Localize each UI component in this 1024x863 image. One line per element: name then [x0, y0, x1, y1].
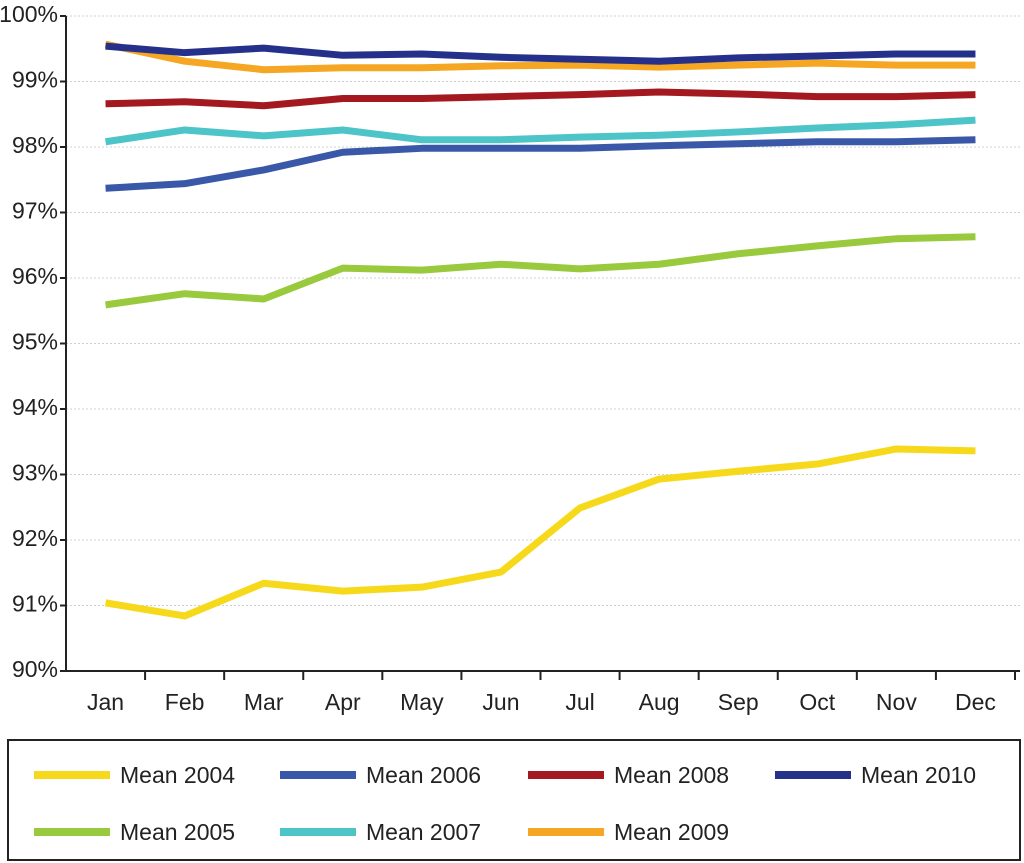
- y-tick-label: 94%: [12, 394, 58, 420]
- x-tick-label: Jul: [565, 689, 594, 715]
- series-line: [104, 445, 976, 620]
- series-line: [105, 42, 976, 65]
- y-tick-label: 97%: [12, 198, 58, 224]
- x-tick-label: Aug: [639, 689, 680, 715]
- y-tick-label: 90%: [12, 656, 58, 682]
- legend-label: Mean 2008: [614, 762, 729, 788]
- y-tick-label: 95%: [12, 329, 58, 355]
- legend-label: Mean 2006: [366, 762, 481, 788]
- legend-label: Mean 2007: [366, 819, 481, 845]
- y-tick-label: 99%: [12, 67, 58, 93]
- x-tick-label: Jun: [482, 689, 519, 715]
- y-tick-label: 96%: [12, 263, 58, 289]
- series-line: [104, 40, 976, 74]
- x-tick-label: Oct: [799, 689, 835, 715]
- series-line: [105, 233, 976, 309]
- x-tick-label: Jan: [87, 689, 124, 715]
- legend-box: [7, 739, 1021, 861]
- y-tick-label: 93%: [12, 460, 58, 486]
- legend-label: Mean 2004: [120, 762, 235, 788]
- x-tick-label: Dec: [955, 689, 996, 715]
- y-tick-label: 98%: [12, 132, 58, 158]
- series-line: [105, 116, 976, 146]
- x-tick-label: Feb: [165, 689, 205, 715]
- legend-label: Mean 2005: [120, 819, 235, 845]
- y-tick-label: 91%: [12, 591, 58, 617]
- y-tick-label: 100%: [0, 1, 58, 27]
- series-line: [105, 136, 976, 192]
- x-tick-label: Sep: [718, 689, 759, 715]
- y-tick-label: 92%: [12, 525, 58, 551]
- x-tick-label: Nov: [876, 689, 917, 715]
- x-tick-label: May: [400, 689, 444, 715]
- x-tick-label: Mar: [244, 689, 284, 715]
- legend-label: Mean 2009: [614, 819, 729, 845]
- series-line: [105, 88, 976, 110]
- x-tick-label: Apr: [325, 689, 361, 715]
- legend-label: Mean 2010: [861, 762, 976, 788]
